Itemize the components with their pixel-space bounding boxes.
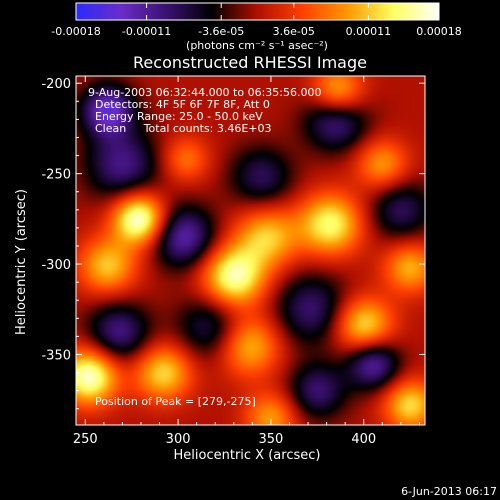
annotation-energy-range: Energy Range: 25.0 - 50.0 keV — [95, 110, 263, 123]
chart-title: Reconstructed RHESSI Image — [133, 53, 367, 72]
annotation-time-range: 9-Aug-2003 06:32:44.000 to 06:35:56.000 — [88, 86, 322, 99]
footer-date: 6-Jun-2013 06:17 — [401, 485, 497, 498]
x-axis-label: Heliocentric X (arcsec) — [174, 448, 321, 463]
colorbar-tick-label: 3.6e-05 — [273, 25, 315, 38]
colorbar-gradient — [75, 2, 440, 21]
colorbar-tick-label: 0.00018 — [416, 25, 462, 38]
colorbar: -0.00018 -0.00011 -3.6e-05 3.6e-05 0.00011 0.… — [51, 2, 462, 52]
x-tick-label: 400 — [351, 432, 376, 447]
peak-position-label: Position of Peak = [279,-275] — [95, 395, 256, 408]
x-tick-label: 300 — [166, 432, 191, 447]
annotation-block: 9-Aug-2003 06:32:44.000 to 06:35:56.000 … — [88, 86, 322, 135]
y-tick-label: -300 — [41, 258, 71, 273]
heatmap-image — [76, 76, 425, 425]
colorbar-tick-label: 0.00011 — [346, 25, 392, 38]
y-tick-label: -350 — [41, 348, 71, 363]
x-axis: 250 300 350 400 — [73, 76, 420, 447]
y-tick-label: -250 — [41, 168, 71, 183]
colorbar-ticks: -0.00018 -0.00011 -3.6e-05 3.6e-05 0.00011 0.… — [51, 3, 462, 38]
annotation-detectors: Detectors: 4F 5F 6F 7F 8F, Att 0 — [95, 98, 270, 111]
colorbar-tick-label: -0.00018 — [51, 25, 100, 38]
annotation-clean-counts: Clean Total counts: 3.46E+03 — [95, 122, 272, 135]
colorbar-unit-label: (photons cm⁻² s⁻¹ asec⁻²) — [186, 39, 328, 52]
colorbar-tick-label: -3.6e-05 — [198, 25, 244, 38]
y-tick-label: -200 — [41, 77, 71, 92]
plot-frame — [75, 75, 426, 426]
y-axis: -200 -250 -300 -350 — [41, 77, 425, 410]
y-axis-label: Heliocentric Y (arcsec) — [14, 189, 29, 335]
x-tick-label: 350 — [259, 432, 284, 447]
colorbar-tick-label: -0.00011 — [122, 25, 171, 38]
image-panel: 250 300 350 400 -200 -250 -300 -350 9-Aug-2003… — [41, 75, 426, 447]
x-tick-label: 250 — [73, 432, 98, 447]
